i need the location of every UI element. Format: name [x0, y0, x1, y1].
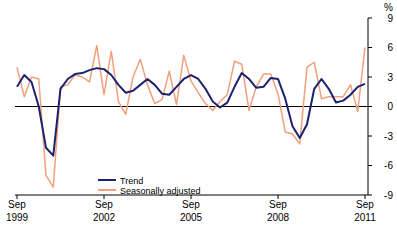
legend-swatch	[98, 189, 116, 191]
y-tick	[368, 136, 372, 137]
y-tick-label: -9	[384, 190, 393, 201]
y-tick	[368, 18, 372, 19]
chart: -9-6-30369%Sep1999Sep2002Sep2005Sep2008S…	[0, 0, 397, 227]
x-tick-label: Sep 2005	[180, 199, 203, 223]
x-tick-label-line: 2008	[267, 212, 290, 223]
y-tick	[368, 106, 372, 107]
series-line	[17, 68, 365, 156]
y-axis-label: %	[384, 2, 393, 13]
zero-line	[15, 106, 368, 107]
y-tick	[368, 47, 372, 48]
x-tick-label-line: 1999	[6, 212, 29, 223]
x-tick-label-line: Sep	[95, 199, 113, 210]
x-tick-label-line: 2011	[354, 212, 376, 223]
x-tick-label-line: 2005	[180, 212, 203, 223]
y-tick-label: 0	[387, 101, 393, 112]
legend-label: Seasonally adjusted	[120, 186, 201, 196]
y-tick-label: 9	[387, 13, 393, 24]
x-tick-label: Sep 2002	[93, 199, 116, 223]
y-tick-label: -3	[384, 131, 393, 142]
y-axis	[368, 18, 369, 195]
y-tick-label: 3	[387, 72, 393, 83]
x-tick-label-line: 2002	[93, 212, 116, 223]
y-tick	[368, 195, 372, 196]
series-line	[17, 46, 365, 188]
legend-swatch	[98, 179, 116, 181]
x-tick-label: Sep 1999	[6, 199, 29, 223]
plot-lines	[17, 46, 365, 188]
x-tick-label: Sep 2008	[267, 199, 290, 223]
y-tick	[368, 77, 372, 78]
y-tick-label: -6	[384, 160, 393, 171]
y-tick-label: 6	[387, 42, 393, 53]
x-tick-label-line: Sep	[356, 199, 374, 210]
y-tick	[368, 165, 372, 166]
legend-label: Trend	[120, 176, 143, 186]
x-tick-label: Sep 2011	[354, 199, 376, 223]
x-tick-label-line: Sep	[8, 199, 26, 210]
x-tick-label-line: Sep	[182, 199, 200, 210]
x-tick-label-line: Sep	[269, 199, 287, 210]
